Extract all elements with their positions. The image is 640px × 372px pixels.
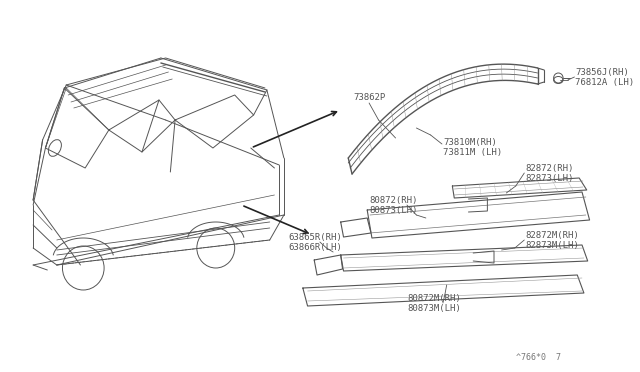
Text: 73862P: 73862P (353, 93, 385, 102)
Text: 80872(RH): 80872(RH) (369, 196, 417, 205)
Text: 82872M(RH): 82872M(RH) (525, 231, 579, 240)
Text: 82873(LH): 82873(LH) (525, 173, 573, 183)
Text: 73811M (LH): 73811M (LH) (443, 148, 502, 157)
Text: 80873M(LH): 80873M(LH) (407, 304, 461, 312)
Text: 80873(LH): 80873(LH) (369, 205, 417, 215)
Text: 73856J(RH): 73856J(RH) (575, 67, 629, 77)
Text: 80872M(RH): 80872M(RH) (407, 294, 461, 302)
Text: 82872(RH): 82872(RH) (525, 164, 573, 173)
Text: 82873M(LH): 82873M(LH) (525, 241, 579, 250)
Text: 76812A (LH): 76812A (LH) (575, 77, 634, 87)
Text: 73810M(RH): 73810M(RH) (443, 138, 497, 147)
Text: 63866R(LH): 63866R(LH) (289, 243, 342, 251)
Text: ^766*0  7: ^766*0 7 (516, 353, 561, 362)
Text: 63865R(RH): 63865R(RH) (289, 232, 342, 241)
